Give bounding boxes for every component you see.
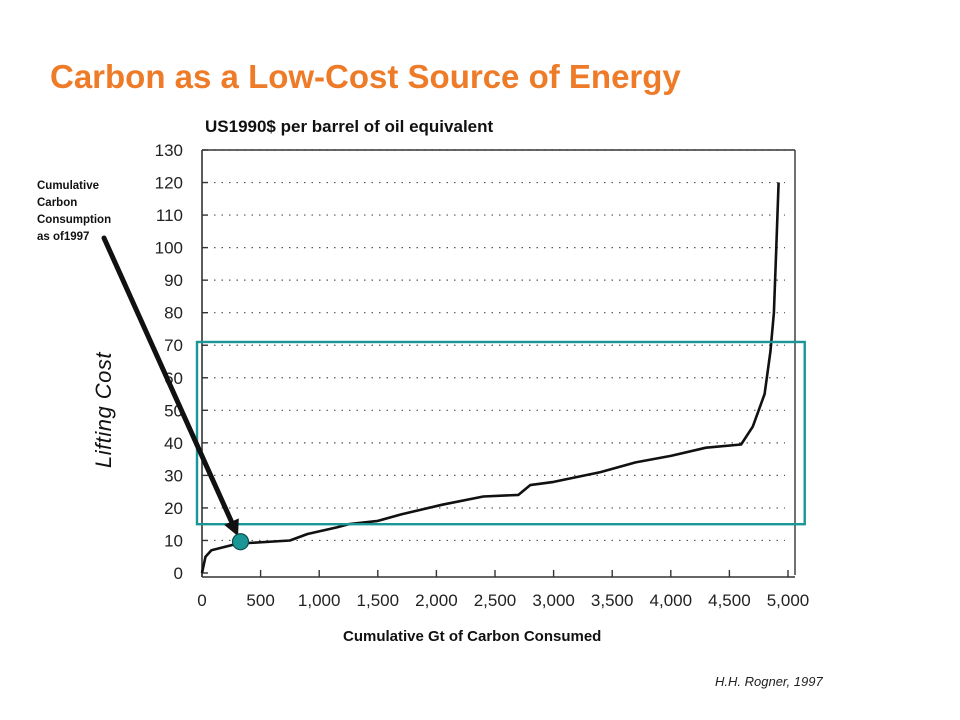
x-tick-label-2,000: 2,000 <box>415 591 458 610</box>
marker-annotation: Cumulative Carbon Consumption as of1997 <box>37 180 112 243</box>
gridlines <box>214 149 785 542</box>
y-tick-label-40: 40 <box>164 434 183 453</box>
y-tick-label-20: 20 <box>164 499 183 518</box>
highlight-box <box>195 340 806 526</box>
x-tick-labels: 0 500 1,000 1,500 2,000 2,500 3,000 3,500 4,000 4… <box>197 591 809 610</box>
y-tick-label-90: 90 <box>164 271 183 290</box>
x-tick-label-1,500: 1,500 <box>357 591 400 610</box>
x-tick-label-3,500: 3,500 <box>591 591 634 610</box>
x-tick-label-4,500: 4,500 <box>708 591 751 610</box>
x-tick-label-2,500: 2,500 <box>474 591 517 610</box>
x-tick-label-500: 500 <box>246 591 274 610</box>
y-tick-label-100: 100 <box>155 239 183 258</box>
series-line-0 <box>200 182 780 574</box>
x-tick-label-5,000: 5,000 <box>767 591 810 610</box>
overlay-group <box>101 235 806 551</box>
x-tick-label-0: 0 <box>197 591 206 610</box>
y-tick-label-120: 120 <box>155 174 183 193</box>
x-axis-label: Cumulative Gt of Carbon Consumed <box>343 628 602 645</box>
y-tick-label-30: 30 <box>164 466 183 485</box>
y-tick-label-0: 0 <box>174 564 183 583</box>
consumption-marker <box>231 533 250 551</box>
arrowhead <box>224 518 239 537</box>
x-tick-label-3,000: 3,000 <box>532 591 575 610</box>
y-tick-label-70: 70 <box>164 336 183 355</box>
slide-title: Carbon as a Low-Cost Source of Energy <box>50 58 681 95</box>
chart-subtitle: US1990$ per barrel of oil equivalent <box>205 117 494 136</box>
x-tick-label-1,000: 1,000 <box>298 591 341 610</box>
y-tick-label-110: 110 <box>156 206 183 225</box>
annotation-arrow <box>101 235 234 525</box>
axes <box>201 149 796 578</box>
y-tick-label-80: 80 <box>164 304 183 323</box>
x-tick-label-4,000: 4,000 <box>650 591 693 610</box>
source-credit: H.H. Rogner, 1997 <box>715 674 823 689</box>
series-group <box>200 182 780 574</box>
y-tick-label-10: 10 <box>164 531 183 550</box>
y-tick-label-130: 130 <box>155 141 183 160</box>
